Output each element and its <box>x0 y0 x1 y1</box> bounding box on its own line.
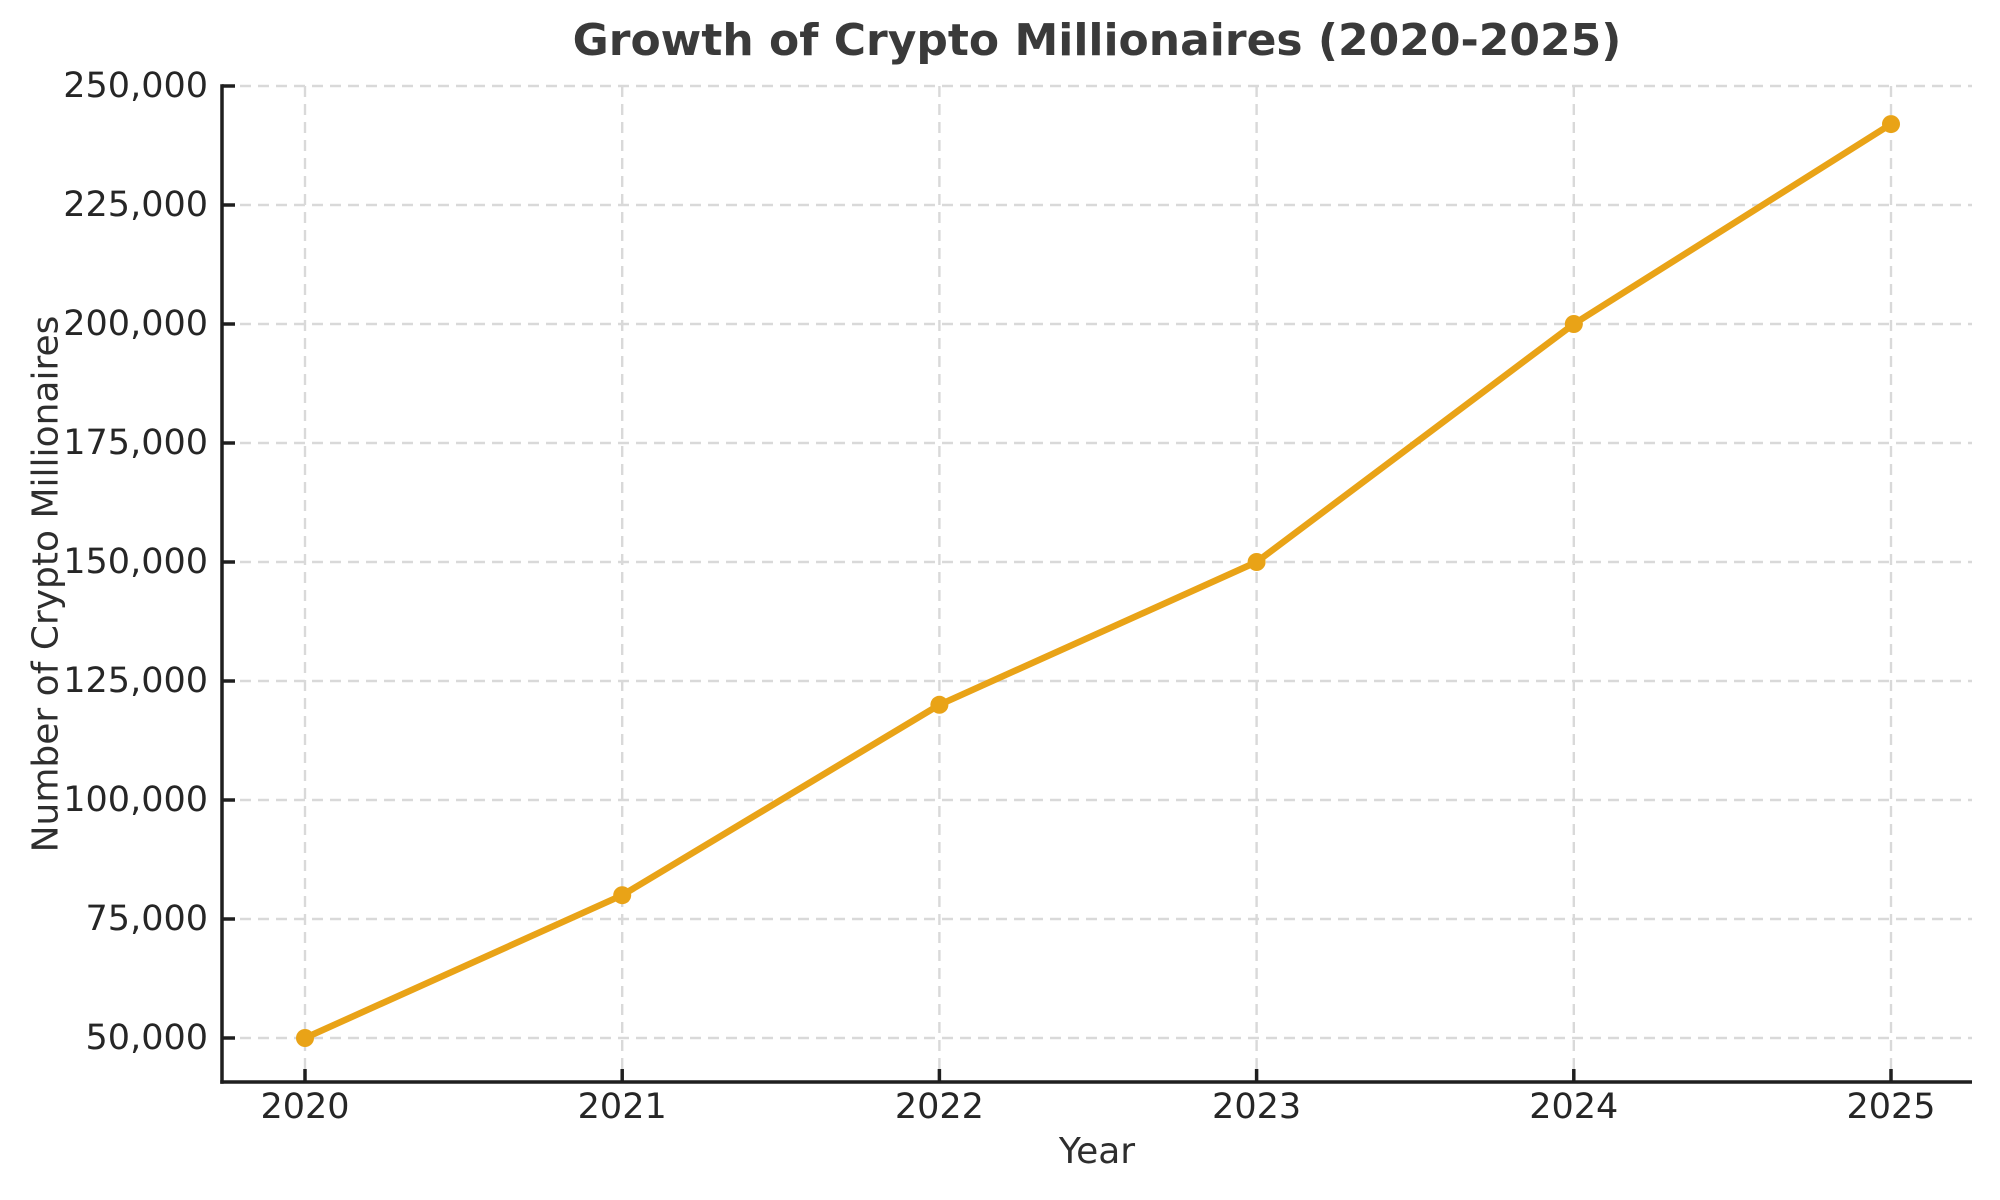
data-point <box>296 1029 314 1047</box>
chart-title: Growth of Crypto Millionaires (2020-2025… <box>572 15 1622 66</box>
y-tick-label: 50,000 <box>86 1018 208 1058</box>
x-tick-label: 2023 <box>1212 1087 1301 1127</box>
x-tick-label: 2022 <box>895 1087 984 1127</box>
y-tick-label: 250,000 <box>63 66 208 106</box>
y-tick-label: 150,000 <box>63 542 208 582</box>
data-line <box>301 120 1895 1042</box>
data-point <box>1564 315 1583 333</box>
x-tick-label: 2021 <box>578 1087 667 1127</box>
y-tick-label: 75,000 <box>86 899 208 939</box>
data-point <box>930 695 949 714</box>
x-tick-label: 2024 <box>1529 1087 1618 1127</box>
data-point <box>1247 553 1266 571</box>
y-tick-label: 225,000 <box>63 185 208 225</box>
y-tick-label: 200,000 <box>63 304 208 344</box>
x-tick-label: 2020 <box>260 1087 349 1127</box>
data-point <box>1882 115 1900 134</box>
y-tick-label: 100,000 <box>63 780 208 820</box>
y-tick-label: 125,000 <box>63 661 208 701</box>
x-tick-label: 2025 <box>1846 1087 1935 1127</box>
x-axis-label: Year <box>1058 1131 1136 1172</box>
data-point <box>613 886 632 905</box>
y-tick-label: 175,000 <box>63 423 208 463</box>
